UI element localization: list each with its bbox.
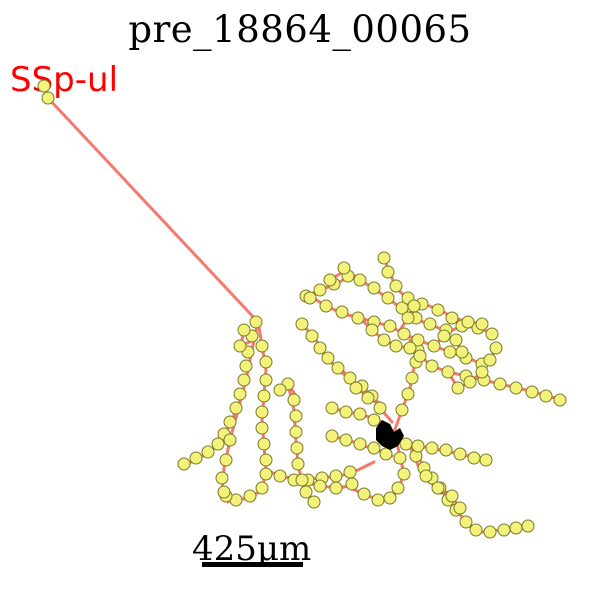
figure-title: pre_18864_00065 — [128, 8, 472, 51]
trace-nodes — [37, 79, 567, 539]
region-label: SSp-ul — [10, 60, 119, 100]
soma-marker — [376, 420, 404, 450]
axon-long-branch — [42, 86, 260, 324]
scale-bar — [202, 562, 303, 567]
